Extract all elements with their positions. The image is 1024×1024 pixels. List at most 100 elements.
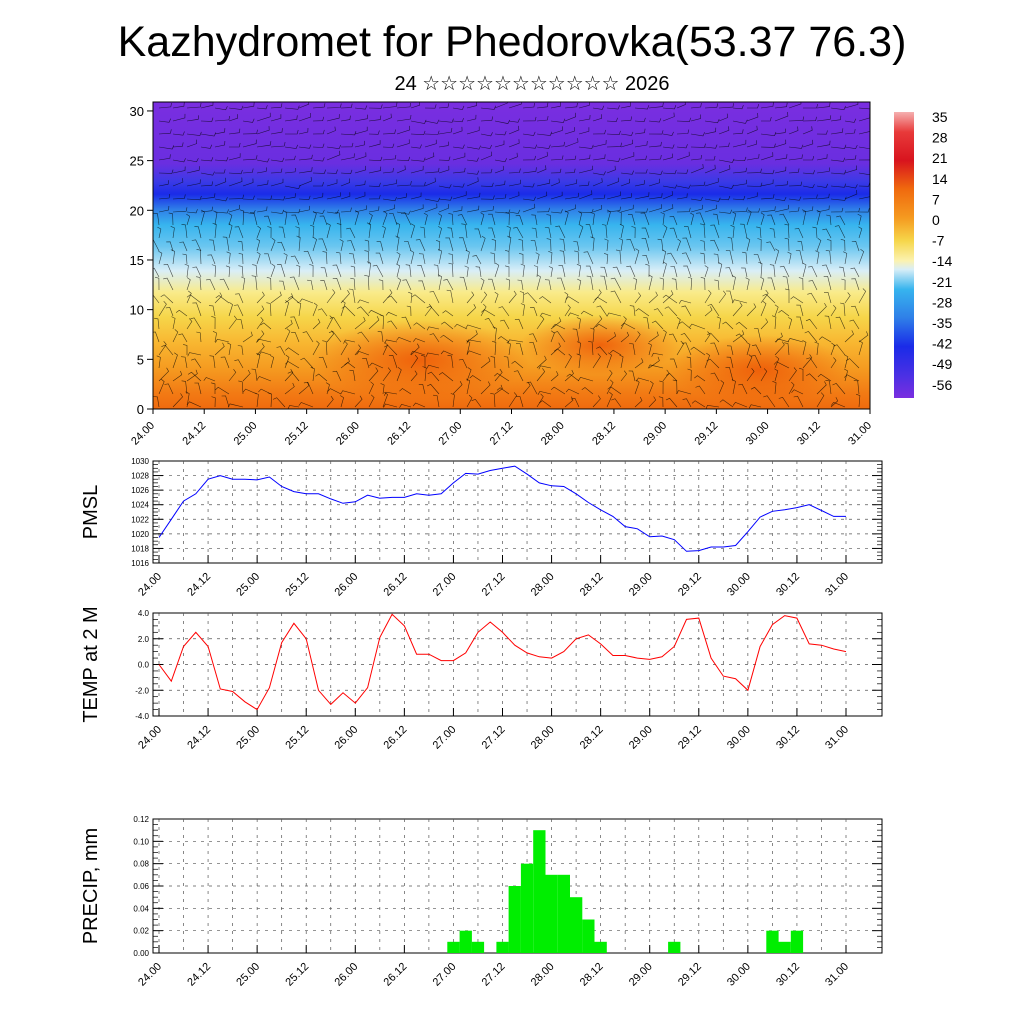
wind-barb bbox=[289, 276, 300, 291]
wind-barb bbox=[704, 289, 712, 304]
wind-barb bbox=[617, 211, 622, 226]
wind-barb bbox=[200, 171, 215, 176]
wind-barb bbox=[725, 367, 734, 382]
wind-barb bbox=[816, 102, 831, 109]
wind-barb bbox=[706, 358, 720, 369]
wind-barb bbox=[681, 305, 692, 317]
x-tick-label: 29.00 bbox=[627, 571, 655, 599]
wind-barb bbox=[771, 315, 777, 330]
wind-barb bbox=[760, 289, 769, 304]
wind-barb bbox=[396, 114, 412, 122]
wind-barb bbox=[553, 331, 566, 343]
wind-barb bbox=[802, 116, 817, 122]
y-axis-label: TEMP at 2 M bbox=[80, 606, 102, 722]
pmsl-panel: 1016 1018 1020 1022 1024 1026 1028 1030 24.00 24.… bbox=[80, 457, 883, 599]
wind-barb bbox=[186, 401, 202, 408]
wind-barb bbox=[200, 102, 214, 109]
colorbar-label: 0 bbox=[932, 212, 940, 228]
wind-barb bbox=[346, 227, 356, 239]
wind-barb bbox=[586, 275, 594, 291]
wind-barb bbox=[298, 176, 312, 187]
y-tick-label: 0.08 bbox=[133, 860, 149, 869]
wind-barb bbox=[256, 180, 269, 187]
wind-barb bbox=[329, 316, 342, 330]
wind-barb bbox=[213, 210, 218, 226]
wind-barb bbox=[384, 391, 398, 396]
heatmap-x-tick-label: 29.00 bbox=[641, 420, 669, 448]
wind-barb bbox=[480, 144, 492, 149]
wind-barb bbox=[539, 312, 552, 317]
wind-barb bbox=[763, 395, 776, 408]
wind-barb bbox=[718, 195, 731, 201]
wind-barb bbox=[161, 344, 174, 356]
wind-barb bbox=[270, 114, 282, 122]
wind-barb bbox=[844, 207, 860, 213]
wind-barb bbox=[364, 275, 370, 291]
wind-barb bbox=[366, 261, 372, 278]
wind-barb bbox=[784, 223, 790, 239]
wind-barb bbox=[270, 178, 284, 187]
wind-barb bbox=[186, 166, 200, 174]
wind-barb bbox=[410, 192, 422, 200]
wind-barb bbox=[296, 301, 302, 317]
wind-barb bbox=[774, 304, 779, 317]
wind-barb bbox=[241, 276, 246, 291]
wind-barb bbox=[850, 267, 860, 278]
wind-barb bbox=[354, 344, 362, 356]
wind-barb bbox=[226, 251, 231, 265]
wind-barb bbox=[448, 262, 454, 278]
wind-barb bbox=[690, 154, 702, 161]
wind-barb bbox=[384, 344, 398, 356]
wind-barb bbox=[830, 207, 844, 213]
wind-barb bbox=[530, 240, 538, 252]
x-tick-label: 24.00 bbox=[136, 724, 164, 752]
y-tick-label: 1022 bbox=[131, 515, 149, 524]
wind-barb bbox=[832, 383, 846, 395]
wind-barb bbox=[457, 214, 468, 226]
wind-barb bbox=[718, 262, 723, 278]
wind-barb bbox=[645, 263, 650, 278]
wind-barb bbox=[732, 211, 737, 226]
wind-barb bbox=[437, 274, 442, 291]
wind-barb bbox=[648, 141, 662, 148]
wind-barb bbox=[242, 369, 251, 382]
wind-barb bbox=[299, 298, 314, 304]
wind-barb bbox=[732, 207, 748, 213]
wind-barb bbox=[284, 300, 290, 317]
wind-barb bbox=[544, 227, 552, 239]
wind-barb bbox=[634, 180, 645, 187]
wind-barb bbox=[830, 157, 846, 162]
wind-barb bbox=[578, 181, 590, 187]
wind-barb bbox=[472, 255, 482, 265]
heatmap-x-tick-label: 30.12 bbox=[795, 420, 823, 448]
wind-barb bbox=[459, 276, 468, 291]
wind-barb bbox=[513, 226, 524, 239]
y-tick-label: 1026 bbox=[131, 486, 149, 495]
wind-barb bbox=[410, 223, 415, 239]
x-tick-label: 24.00 bbox=[136, 961, 164, 989]
wind-barb bbox=[678, 299, 692, 304]
wind-barb bbox=[620, 370, 627, 382]
wind-barb bbox=[438, 118, 454, 123]
wind-barb bbox=[694, 375, 706, 382]
wind-barb bbox=[662, 131, 674, 136]
wind-barb bbox=[368, 194, 381, 200]
wind-barb bbox=[312, 103, 326, 109]
wind-barb bbox=[153, 267, 160, 278]
wind-barb bbox=[480, 357, 491, 369]
wind-barb bbox=[529, 307, 538, 317]
wind-barb bbox=[629, 343, 636, 356]
wind-barb bbox=[508, 191, 520, 200]
precip-bar bbox=[471, 941, 485, 953]
wind-barb bbox=[851, 305, 860, 317]
wind-barb bbox=[158, 378, 165, 395]
wind-barb bbox=[804, 331, 818, 343]
wind-barb bbox=[635, 308, 650, 317]
wind-barb bbox=[298, 167, 313, 174]
wind-barb bbox=[426, 383, 440, 395]
wind-barb bbox=[706, 332, 720, 343]
wind-barb bbox=[368, 212, 373, 226]
colorbar-label: -49 bbox=[932, 356, 952, 372]
wind-barb bbox=[732, 156, 747, 162]
wind-barb bbox=[794, 228, 804, 239]
